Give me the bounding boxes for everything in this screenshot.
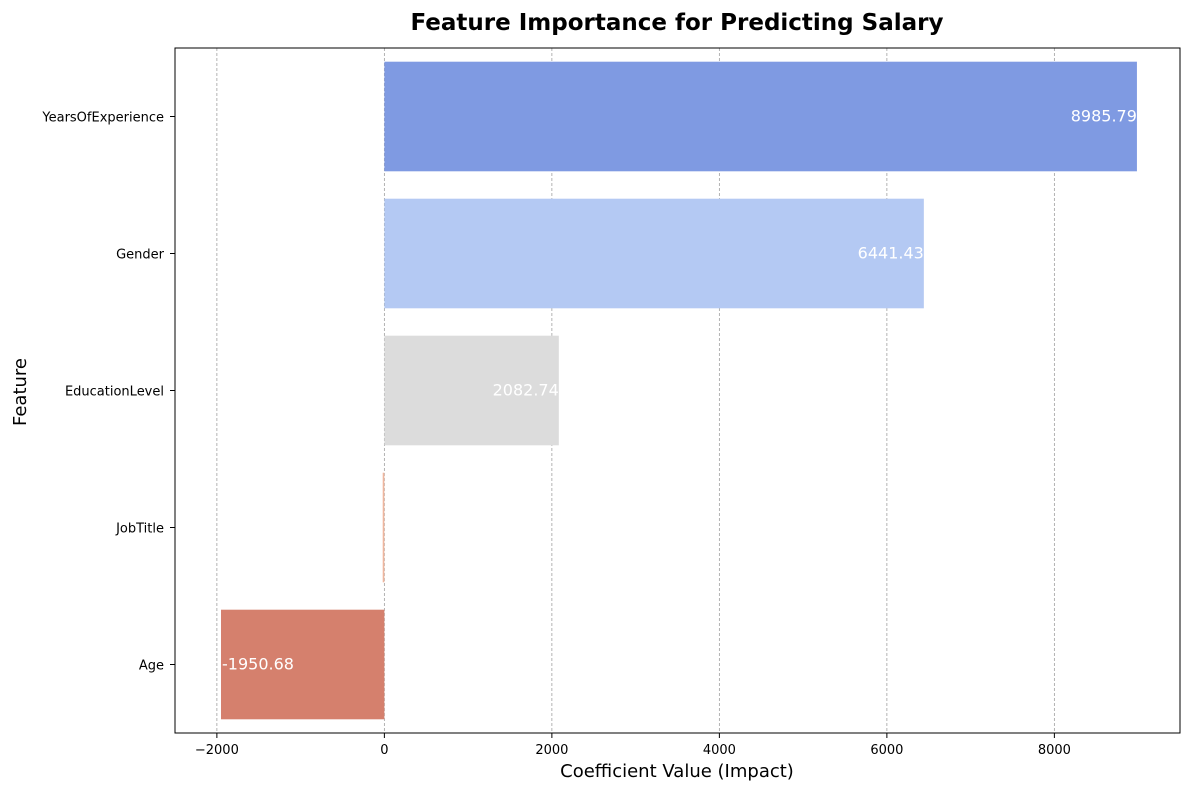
bar-jobtitle <box>382 472 385 583</box>
y-tick-label: YearsOfExperience <box>41 111 164 126</box>
bar-educationlevel <box>384 335 559 446</box>
chart-title: Feature Importance for Predicting Salary <box>411 10 944 36</box>
x-tick-label: −2000 <box>195 743 239 758</box>
y-tick-label: Age <box>139 659 164 674</box>
data-label: 6441.43 <box>858 244 924 263</box>
bar-gender <box>384 198 924 309</box>
y-tick-label: EducationLevel <box>65 385 164 400</box>
bar-age <box>221 609 385 720</box>
y-axis-title: Feature <box>10 358 31 426</box>
x-axis-ticks: −2000 0 2000 4000 6000 8000 <box>195 733 1071 758</box>
y-tick-label: JobTitle <box>115 522 164 537</box>
x-tick-label: 0 <box>380 743 388 758</box>
x-tick-label: 2000 <box>535 743 568 758</box>
bars <box>221 61 1137 720</box>
x-tick-label: 6000 <box>870 743 903 758</box>
y-tick-label: Gender <box>116 248 165 263</box>
x-tick-label: 8000 <box>1038 743 1071 758</box>
data-labels: 8985.79 6441.43 2082.74 -1950.68 <box>222 107 1137 674</box>
x-axis-title: Coefficient Value (Impact) <box>560 761 794 782</box>
y-axis-ticks: YearsOfExperience Gender EducationLevel Job… <box>41 111 175 674</box>
x-tick-label: 4000 <box>703 743 736 758</box>
bar-yearsofexperience <box>384 61 1137 172</box>
data-label: 2082.74 <box>493 381 559 400</box>
data-label: 8985.79 <box>1071 107 1137 126</box>
data-label: -1950.68 <box>222 655 294 674</box>
